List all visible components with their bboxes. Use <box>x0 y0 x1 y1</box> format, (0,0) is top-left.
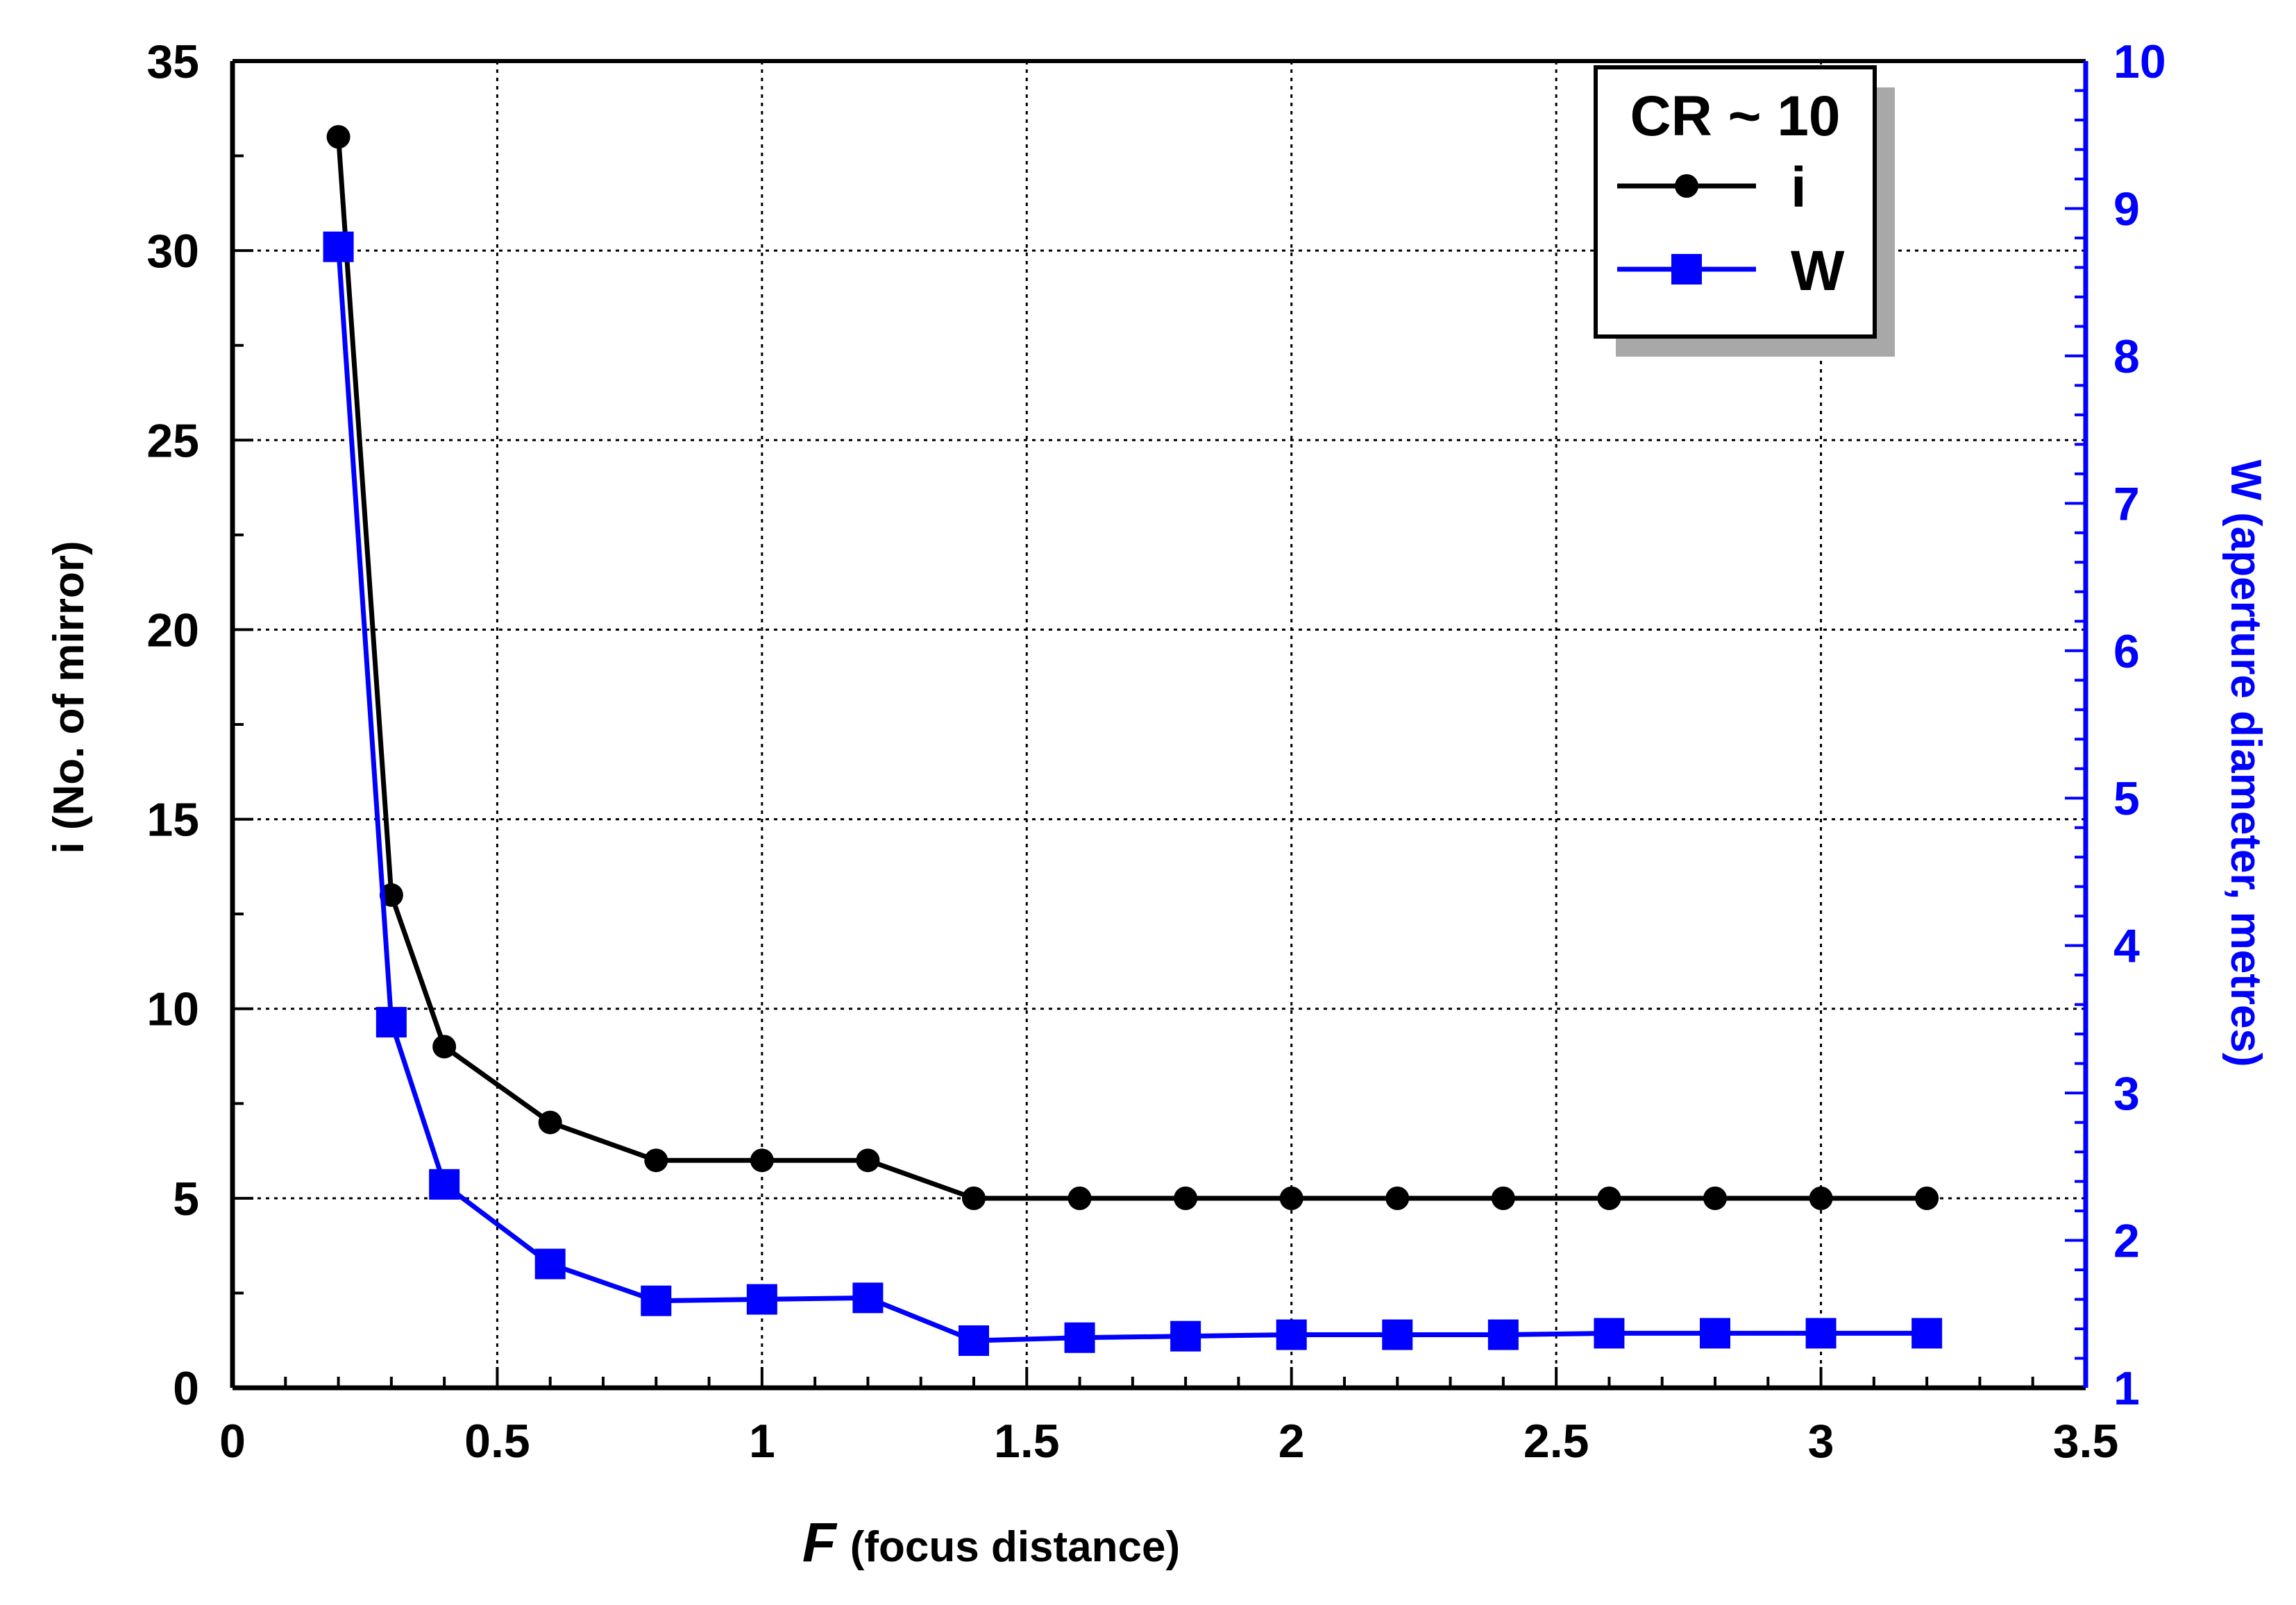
data-point-i <box>750 1148 774 1173</box>
legend-i-marker <box>1675 174 1698 198</box>
data-point-W <box>746 1284 777 1315</box>
x-axis-title-text: (focus distance) <box>850 1523 1180 1571</box>
data-point-W <box>375 1007 407 1038</box>
data-point-i <box>1915 1186 1939 1210</box>
y-right-tick-label: 10 <box>2113 35 2166 88</box>
y-left-tick-label: 0 <box>173 1362 199 1415</box>
x-tick-label: 0.5 <box>464 1415 530 1468</box>
data-point-W <box>959 1325 989 1357</box>
y-right-tick-label: 2 <box>2113 1215 2140 1268</box>
data-point-i <box>1174 1186 1198 1210</box>
data-point-i <box>432 1035 457 1059</box>
y-right-tick-label: 9 <box>2113 182 2140 235</box>
y-right-tick-label: 1 <box>2113 1362 2140 1415</box>
data-point-i <box>1067 1186 1092 1210</box>
series-line-W <box>336 246 1927 1343</box>
x-axis-title: F (focus distance) <box>802 1511 1180 1573</box>
data-point-W <box>1276 1319 1307 1350</box>
data-point-W <box>1805 1318 1837 1349</box>
x-tick-label: 2.5 <box>1523 1415 1589 1468</box>
y-left-tick-label: 20 <box>146 604 199 656</box>
data-point-i <box>1809 1186 1833 1210</box>
y-right-tick-label: 3 <box>2113 1067 2140 1120</box>
tick-labels: 0 0.5 1 1.5 2 2.5 3 3.5 0 5 10 15 20 25 30 35 1 2 3 4 5 6 7 8 9 1… <box>146 35 2166 1468</box>
data-point-i <box>326 125 351 149</box>
data-point-W <box>1911 1318 1943 1349</box>
x-tick-label: 3 <box>1808 1415 1834 1468</box>
y-right-tick-label: 4 <box>2113 920 2140 973</box>
y-axis-right-title: W (aperture diameter, metres) <box>2222 459 2270 1067</box>
data-point-W <box>1487 1319 1519 1350</box>
y-right-tick-label: 7 <box>2113 477 2140 530</box>
data-point-i <box>1491 1186 1515 1210</box>
x-tick-label: 1 <box>749 1415 775 1468</box>
y-left-tick-label: 25 <box>146 414 199 467</box>
data-point-i <box>856 1148 880 1173</box>
data-point-W <box>641 1285 672 1316</box>
data-point-W <box>1064 1322 1095 1353</box>
x-tick-label: 1.5 <box>994 1415 1060 1468</box>
data-point-i <box>1703 1186 1727 1210</box>
data-point-W <box>1700 1318 1730 1349</box>
data-point-i <box>644 1148 668 1173</box>
legend: CR ~ 10 i W <box>1594 65 1895 357</box>
data-point-W <box>323 231 354 262</box>
x-axis-title-symbol: F <box>802 1511 838 1573</box>
legend-w-marker <box>1671 254 1702 285</box>
y-left-tick-label: 35 <box>146 35 199 88</box>
data-point-W <box>534 1248 566 1280</box>
legend-box <box>1594 65 1877 339</box>
data-point-W <box>852 1282 884 1314</box>
data-point-i <box>1597 1186 1621 1210</box>
y-left-tick-label: 15 <box>146 794 199 847</box>
data-point-i <box>538 1110 562 1135</box>
data-point-i <box>962 1186 986 1210</box>
y-right-tick-label: 6 <box>2113 625 2140 678</box>
y-right-tick-label: 5 <box>2113 772 2140 825</box>
data-point-W <box>1170 1320 1201 1352</box>
legend-w-label: W <box>1791 239 1845 303</box>
x-tick-label: 0 <box>219 1415 246 1468</box>
data-point-i <box>1385 1186 1410 1210</box>
y-left-tick-label: 10 <box>146 983 199 1036</box>
data-point-i <box>1279 1186 1303 1210</box>
data-point-W <box>1382 1319 1413 1350</box>
x-tick-label: 2 <box>1278 1415 1305 1468</box>
y-left-tick-label: 5 <box>173 1173 199 1225</box>
y-right-tick-label: 8 <box>2113 330 2140 383</box>
y-axis-left-title: i (No. of mirror) <box>45 541 93 854</box>
x-tick-label: 3.5 <box>2053 1415 2119 1468</box>
series-area <box>323 125 1943 1357</box>
data-point-W <box>429 1169 460 1200</box>
y-left-tick-label: 30 <box>146 225 199 278</box>
legend-title: CR ~ 10 <box>1630 85 1840 148</box>
axes <box>230 59 2088 1391</box>
data-point-W <box>1594 1318 1625 1349</box>
legend-i-label: i <box>1791 156 1807 219</box>
